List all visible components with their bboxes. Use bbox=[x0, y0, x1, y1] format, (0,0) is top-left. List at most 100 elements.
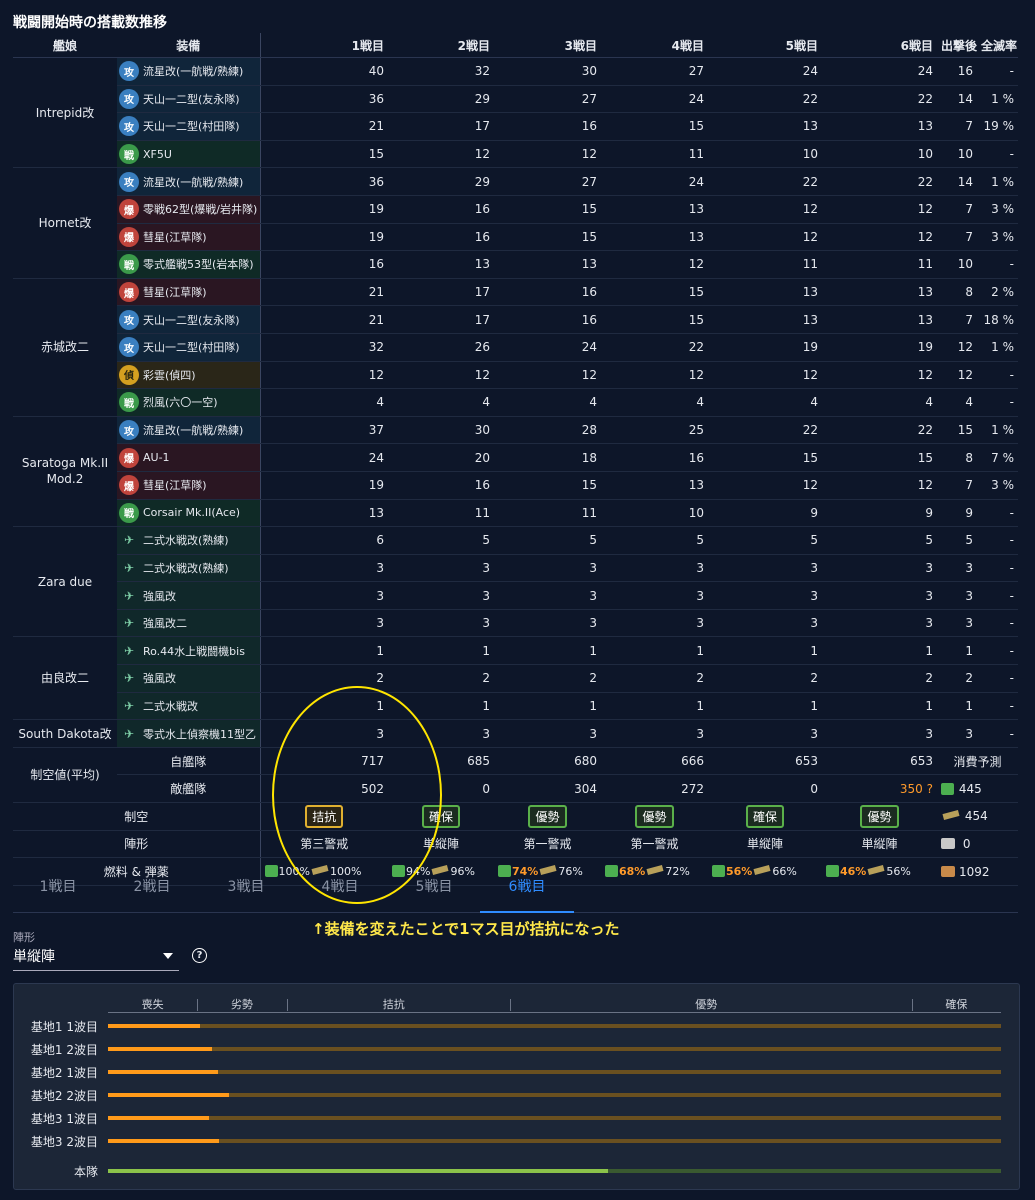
equipment-cell[interactable]: 戦零式艦戦53型(岩本隊) bbox=[117, 250, 260, 279]
formation-6: 単縦陣 bbox=[822, 830, 937, 859]
slot-count-battle-3: 4 bbox=[494, 388, 601, 417]
air-state-row: 本隊 bbox=[14, 1162, 1019, 1180]
seaplane-icon: ✈ bbox=[123, 726, 135, 741]
equipment-cell[interactable]: ✈ 零式水上偵察機11型乙 bbox=[117, 719, 260, 748]
slot-count-after: 14 bbox=[937, 85, 977, 114]
aircraft-type-icon: 攻 bbox=[119, 171, 139, 192]
air-control-badge-6: 優勢 bbox=[860, 804, 899, 828]
equipment-cell[interactable]: 攻流星改(一航戦/熟練) bbox=[117, 416, 260, 445]
slot-count-battle-2: 3 bbox=[388, 609, 494, 638]
slot-count-battle-6: 10 bbox=[822, 140, 937, 169]
equipment-cell[interactable]: 偵彩雲(偵四) bbox=[117, 361, 260, 390]
ammo-icon bbox=[646, 865, 664, 875]
slot-count-battle-3: 3 bbox=[494, 554, 601, 583]
consume-fuel-cell: 445 bbox=[937, 774, 1018, 804]
table-row: Intrepid改攻流星改(一航戦/熟練) 40 32 30 27 24 24 16- bbox=[13, 57, 1018, 169]
slot-count-battle-4: 3 bbox=[601, 609, 708, 638]
slot-count-battle-3: 3 bbox=[494, 609, 601, 638]
wipe-rate: 18 % bbox=[977, 305, 1018, 334]
header-battle-2: 2戦目 bbox=[388, 33, 494, 58]
equipment-cell[interactable]: 戦烈風(六〇一空) bbox=[117, 388, 260, 417]
slot-count-battle-1: 36 bbox=[259, 85, 388, 114]
equipment-cell[interactable]: 爆彗星(江草隊) bbox=[117, 278, 260, 307]
consume-label: 消費予測 bbox=[937, 747, 1018, 776]
air-control-row: 制空 拮抗 確保 優勢 優勢 確保 優勢 454 bbox=[13, 802, 1018, 831]
formation-select[interactable]: 単縦陣 bbox=[13, 946, 179, 971]
help-icon[interactable]: ? bbox=[192, 948, 207, 963]
equipment-cell[interactable]: 爆彗星(江草隊) bbox=[117, 223, 260, 252]
air-state-track bbox=[108, 1024, 1001, 1028]
equipment-cell[interactable]: 攻流星改(一航戦/熟練) bbox=[117, 57, 260, 86]
slot-count-battle-1: 24 bbox=[259, 443, 388, 472]
slot-count-battle-5: 24 bbox=[708, 57, 822, 86]
aircraft-type-icon: 偵 bbox=[119, 364, 139, 385]
tab-battle-4[interactable]: 4戦目 bbox=[321, 879, 359, 895]
equipment-cell[interactable]: ✈ 強風改二 bbox=[117, 609, 260, 638]
formation-row: 陣形 第三警戒 単縦陣 第一警戒 第一警戒 単縦陣 単縦陣 0 bbox=[13, 830, 1018, 859]
slot-count-battle-2: 29 bbox=[388, 167, 494, 196]
equipment-cell[interactable]: 爆彗星(江草隊) bbox=[117, 471, 260, 500]
slot-count-battle-1: 21 bbox=[259, 278, 388, 307]
air-control-badge-2: 確保 bbox=[421, 804, 460, 828]
air-state-fill bbox=[108, 1024, 200, 1028]
slot-count-battle-1: 16 bbox=[259, 250, 388, 279]
equipment-cell[interactable]: 攻流星改(一航戦/熟練) bbox=[117, 167, 260, 196]
equipment-cell[interactable]: ✈ Ro.44水上戦闘機bis bbox=[117, 636, 260, 666]
tab-battle-6[interactable]: 6戦目 bbox=[480, 876, 574, 913]
table-row: Hornet改攻流星改(一航戦/熟練) 36 29 27 24 22 22 14 1 % bbox=[13, 167, 1018, 279]
header-equipment: 装備 bbox=[117, 33, 260, 58]
wipe-rate: - bbox=[977, 636, 1018, 666]
aircraft-type-icon: 爆 bbox=[119, 475, 139, 496]
scale-tick bbox=[197, 999, 199, 1011]
equipment-cell[interactable]: ✈ 強風改 bbox=[117, 581, 260, 610]
air-power-own-row: 制空値(平均) 自艦隊 717 685 680 666 653 653 消費予測 bbox=[13, 747, 1018, 804]
slot-count-battle-2: 5 bbox=[388, 526, 494, 555]
equipment-cell[interactable]: 攻天山一二型(友永隊) bbox=[117, 85, 260, 114]
slot-count-battle-5: 15 bbox=[708, 443, 822, 472]
slot-count-battle-3: 15 bbox=[494, 471, 601, 500]
equipment-cell[interactable]: 攻天山一二型(村田隊) bbox=[117, 112, 260, 141]
slot-count-battle-5: 3 bbox=[708, 719, 822, 748]
header-battle-5: 5戦目 bbox=[708, 33, 822, 58]
equipment-cell[interactable]: 戦 XF5U bbox=[117, 140, 260, 169]
tab-battle-3[interactable]: 3戦目 bbox=[227, 879, 265, 895]
equipment-cell[interactable]: 爆 AU-1 bbox=[117, 443, 260, 472]
slot-count-battle-2: 17 bbox=[388, 305, 494, 334]
equipment-cell[interactable]: ✈ 二式水戦改(熟練) bbox=[117, 526, 260, 555]
equipment-cell[interactable]: ✈ 強風改 bbox=[117, 664, 260, 693]
tab-battle-5[interactable]: 5戦目 bbox=[415, 879, 453, 895]
tab-battle-2[interactable]: 2戦目 bbox=[133, 879, 171, 895]
equipment-cell[interactable]: 攻天山一二型(友永隊) bbox=[117, 305, 260, 334]
wipe-rate: - bbox=[977, 719, 1018, 748]
equipment-cell[interactable]: ✈ 二式水戦改 bbox=[117, 692, 260, 721]
slot-count-battle-6: 1 bbox=[822, 692, 937, 721]
equipment-cell[interactable]: ✈ 二式水戦改(熟練) bbox=[117, 554, 260, 583]
equipment-cell[interactable]: 攻天山一二型(村田隊) bbox=[117, 333, 260, 362]
air-state-fill bbox=[108, 1093, 229, 1097]
slot-count-battle-4: 2 bbox=[601, 664, 708, 693]
tab-battle-1[interactable]: 1戦目 bbox=[39, 879, 77, 895]
slot-count-battle-3: 30 bbox=[494, 57, 601, 86]
equipment-name: 彗星(江草隊) bbox=[143, 479, 207, 493]
slot-count-battle-6: 3 bbox=[822, 609, 937, 638]
wipe-rate: - bbox=[977, 499, 1018, 528]
aircraft-type-icon: 攻 bbox=[119, 116, 139, 137]
air-state-panel: 喪失 劣勢 拮抗 優勢 確保 基地1 1波目 基地1 2波目 基地2 1波目 基地2 … bbox=[13, 983, 1020, 1190]
equipment-name: AU-1 bbox=[143, 451, 170, 465]
equipment-cell[interactable]: 爆零戦62型(爆戦/岩井隊) bbox=[117, 195, 260, 224]
slot-count-battle-5: 13 bbox=[708, 278, 822, 307]
slot-count-after: 7 bbox=[937, 112, 977, 141]
equipment-cell[interactable]: 戦 Corsair Mk.II(Ace) bbox=[117, 499, 260, 528]
page-title: 戦闘開始時の搭載数推移 bbox=[13, 15, 167, 31]
header-battle-6: 6戦目 bbox=[822, 33, 937, 58]
table-row: 攻天山一二型(村田隊) 32 26 24 22 19 19 12 1 % bbox=[13, 333, 1018, 362]
slot-count-battle-2: 2 bbox=[388, 664, 494, 693]
own-air-3: 680 bbox=[494, 747, 601, 776]
air-state-fill bbox=[108, 1169, 609, 1173]
fuel-2: 94% bbox=[406, 865, 431, 879]
equipment-name: 烈風(六〇一空) bbox=[143, 396, 218, 410]
formation-4: 第一警戒 bbox=[601, 830, 708, 859]
slot-count-after: 5 bbox=[937, 526, 977, 555]
slot-count-battle-5: 12 bbox=[708, 471, 822, 500]
equipment-name: 強風改 bbox=[143, 589, 176, 603]
